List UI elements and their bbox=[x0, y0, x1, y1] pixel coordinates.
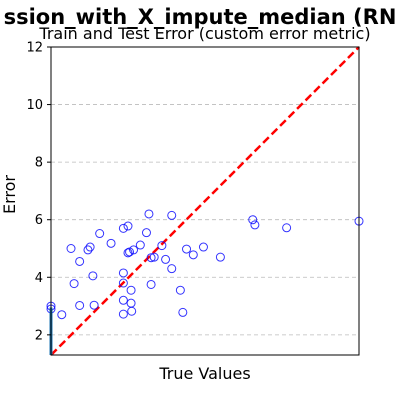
data-point bbox=[250, 220, 260, 230]
data-point bbox=[118, 295, 128, 305]
data-point bbox=[167, 210, 177, 220]
data-point bbox=[123, 248, 133, 258]
data-point bbox=[75, 300, 85, 310]
data-point bbox=[118, 268, 128, 278]
data-point bbox=[118, 223, 128, 233]
data-point bbox=[178, 307, 188, 317]
data-point bbox=[83, 245, 93, 255]
data-point bbox=[75, 256, 85, 266]
y-tick-label: 12 bbox=[26, 41, 43, 56]
y-tick-label: 4 bbox=[35, 271, 43, 286]
data-point bbox=[144, 209, 154, 219]
data-point bbox=[118, 278, 128, 288]
x-axis-label: True Values bbox=[159, 364, 251, 383]
data-point bbox=[141, 228, 151, 238]
data-point bbox=[66, 243, 76, 253]
y-axis-label: Error bbox=[0, 175, 19, 214]
data-point bbox=[129, 245, 139, 255]
reference-line bbox=[50, 46, 360, 356]
y-tick-label: 10 bbox=[26, 98, 43, 113]
y-tick-label: 8 bbox=[35, 156, 43, 171]
data-point bbox=[282, 223, 292, 233]
data-point bbox=[198, 242, 208, 252]
data-point bbox=[146, 253, 156, 263]
data-point bbox=[106, 238, 116, 248]
data-point bbox=[188, 250, 198, 260]
data-point bbox=[157, 241, 167, 251]
data-point bbox=[126, 298, 136, 308]
y-tick-label: 6 bbox=[35, 213, 43, 228]
data-point bbox=[88, 271, 98, 281]
data-point bbox=[167, 264, 177, 274]
data-point bbox=[118, 309, 128, 319]
reference-line-layer bbox=[50, 46, 360, 356]
chart-title: ssion_with_X_impute_median (RN bbox=[3, 5, 397, 29]
data-point bbox=[175, 285, 185, 295]
y-ticks: 2 4 6 8 10 12 bbox=[26, 41, 51, 343]
y-tick-label: 2 bbox=[35, 328, 43, 343]
grid-lines bbox=[51, 46, 359, 336]
data-point bbox=[215, 252, 225, 262]
data-point bbox=[57, 310, 67, 320]
data-point bbox=[85, 242, 95, 252]
data-point bbox=[89, 300, 99, 310]
data-point bbox=[161, 254, 171, 264]
data-point bbox=[69, 279, 79, 289]
data-point bbox=[123, 221, 133, 231]
data-point bbox=[182, 244, 192, 254]
data-point bbox=[95, 229, 105, 239]
plot-frame bbox=[50, 46, 360, 356]
data-points bbox=[46, 209, 364, 320]
data-point bbox=[126, 285, 136, 295]
data-point bbox=[149, 252, 159, 262]
data-point bbox=[146, 279, 156, 289]
data-point bbox=[135, 240, 145, 250]
data-point bbox=[248, 215, 258, 225]
chart-subtitle: Train and Test Error (custom error metri… bbox=[39, 24, 371, 43]
data-point bbox=[127, 306, 137, 316]
